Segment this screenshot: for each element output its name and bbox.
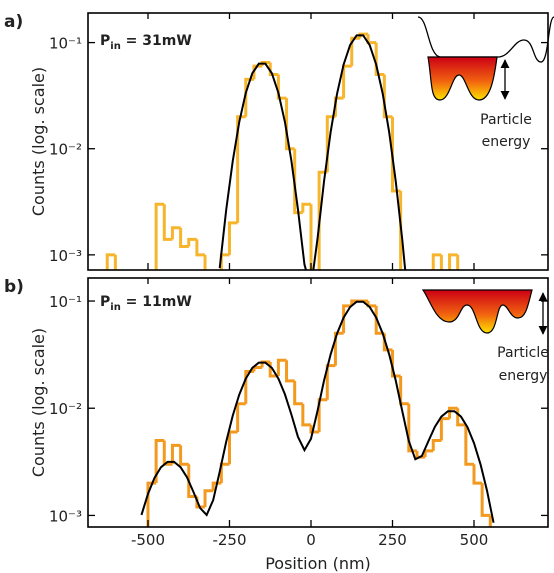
power-label: Pin = 31mW (100, 33, 192, 52)
histogram-bin (407, 403, 417, 453)
histogram-bin (333, 331, 344, 366)
panel-label: b) (4, 277, 24, 297)
histogram-bin (285, 98, 295, 151)
y-tick-label: 10⁻³ (49, 247, 82, 265)
y-tick-label: 10⁻³ (49, 507, 82, 525)
x-axis-label: Position (nm) (265, 554, 371, 573)
histogram-bin (366, 34, 377, 45)
histogram-bin (179, 227, 189, 248)
histogram-bin (382, 74, 393, 119)
histogram-bin (448, 406, 458, 419)
x-tick-label: 0 (306, 531, 316, 549)
histogram-bin (390, 116, 401, 193)
histogram-bin (285, 360, 295, 383)
plot-area (105, 32, 460, 270)
y-axis-label: Counts (log. scale) (29, 328, 48, 477)
panel-label: a) (4, 12, 23, 32)
insets (417, 16, 554, 335)
histogram-bin (276, 74, 287, 100)
histogram-bin (423, 449, 434, 458)
histogram-bin (260, 60, 271, 67)
histogram-bin (374, 42, 385, 77)
histogram-bin (399, 375, 409, 406)
fit-curve (140, 300, 495, 523)
histogram-bin (358, 32, 369, 39)
power-value: = 31mW (121, 33, 192, 49)
histogram-bin (211, 481, 222, 491)
power-value: = 11mW (121, 294, 192, 310)
inset-label: Particle (497, 345, 549, 361)
histogram-bin (252, 365, 263, 372)
axes-frame (87, 277, 549, 528)
histogram-bin (431, 253, 442, 270)
power-symbol: P (100, 33, 110, 49)
histogram-bin (309, 424, 320, 434)
histogram-bin (252, 64, 263, 80)
inset-label: energy (482, 134, 531, 150)
thermal-population (421, 289, 533, 334)
histogram-bin (170, 443, 181, 465)
potential-outline (417, 16, 554, 63)
histogram-bin (154, 439, 165, 484)
y-tick-label: 10⁻² (49, 141, 82, 159)
histogram-bin (480, 483, 491, 517)
histogram-bin (325, 364, 336, 400)
histogram-bin (342, 304, 352, 334)
histogram-bin (105, 253, 116, 270)
histogram-bin (227, 221, 238, 255)
histogram-bin (203, 489, 214, 507)
histogram-bin (342, 64, 352, 99)
histogram-bin (350, 36, 360, 67)
y-axis-label: Counts (log. scale) (29, 67, 48, 216)
x-tick-label: 500 (460, 531, 489, 549)
histogram-bin (268, 62, 279, 77)
x-tick-label: 250 (378, 531, 407, 549)
histogram-bin (472, 464, 483, 485)
power-subscript: in (110, 41, 121, 52)
histogram-bin (439, 417, 450, 441)
histogram-bin (187, 237, 197, 247)
power-symbol: P (100, 294, 110, 310)
histogram-bin (301, 202, 311, 213)
histogram-bin (219, 253, 230, 270)
histogram-bin (293, 380, 303, 406)
histogram-bin (187, 464, 197, 499)
fit-curve (218, 34, 407, 270)
histogram-bin (236, 115, 246, 223)
power-subscript: in (110, 302, 121, 313)
histogram-bin (162, 204, 173, 241)
histogram-bin (179, 445, 189, 466)
plot-area (140, 299, 495, 527)
histogram-bin (276, 358, 287, 376)
y-tick-label: 10⁻¹ (49, 35, 82, 53)
y-tick-label: 10⁻² (49, 400, 82, 418)
histogram-bin (464, 424, 474, 466)
histogram-bin (195, 239, 206, 257)
histogram-bin (366, 301, 377, 308)
histogram-bin (317, 398, 328, 433)
inset-label: energy (499, 368, 548, 384)
histogram-bin (244, 77, 254, 117)
histogram-bin (154, 202, 165, 270)
histogram-bin (448, 253, 458, 270)
x-tick-label: -250 (212, 531, 246, 549)
histogram-bin (301, 403, 311, 427)
histogram-bin (390, 349, 401, 378)
axes-frame (87, 12, 549, 271)
inset-label: Particle (480, 112, 532, 128)
histogram-bin (227, 430, 238, 465)
histogram-bin (431, 439, 442, 451)
histogram-bin (236, 402, 246, 433)
histogram-bin (219, 462, 230, 484)
x-tick-label: -500 (131, 531, 165, 549)
histogram-bin (415, 450, 426, 459)
y-tick-label: 10⁻¹ (49, 293, 82, 311)
power-label: Pin = 11mW (100, 294, 192, 313)
histogram-bin (170, 226, 181, 240)
thermal-population (427, 56, 498, 101)
histogram-bin (293, 148, 303, 215)
